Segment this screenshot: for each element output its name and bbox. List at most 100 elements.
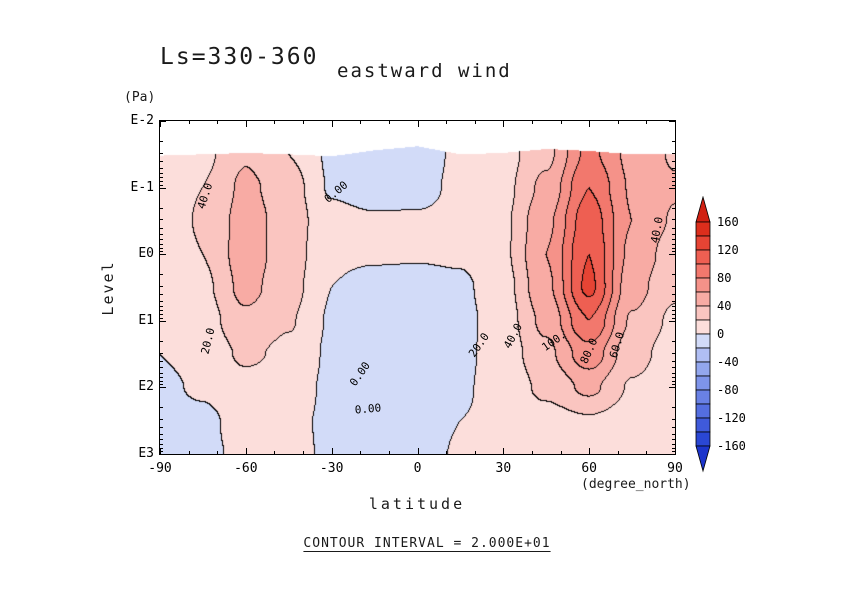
y-minor-tick bbox=[672, 234, 675, 235]
colorbar bbox=[695, 195, 711, 477]
x-minor-tick bbox=[274, 451, 275, 454]
y-minor-tick bbox=[672, 407, 675, 408]
y-minor-tick bbox=[672, 310, 675, 311]
x-major-tick bbox=[332, 121, 333, 127]
y-minor-tick bbox=[160, 141, 163, 142]
y-minor-tick bbox=[672, 427, 675, 428]
y-axis-unit: (Pa) bbox=[124, 90, 156, 105]
x-axis-unit: (degree_north) bbox=[581, 477, 691, 492]
y-major-tick bbox=[160, 321, 166, 322]
y-minor-tick bbox=[672, 377, 675, 378]
x-minor-tick bbox=[217, 121, 218, 124]
y-minor-tick bbox=[160, 185, 163, 186]
x-major-tick bbox=[503, 448, 504, 454]
y-minor-tick bbox=[672, 251, 675, 252]
y-minor-tick bbox=[672, 451, 675, 452]
y-minor-tick bbox=[160, 239, 163, 240]
y-minor-tick bbox=[672, 434, 675, 435]
x-minor-tick bbox=[532, 121, 533, 124]
x-tick-label: -30 bbox=[319, 461, 344, 476]
colorbar-tick-label: 40 bbox=[717, 299, 732, 313]
y-minor-tick bbox=[160, 310, 163, 311]
y-minor-tick bbox=[672, 153, 675, 154]
contour-canvas bbox=[160, 121, 675, 454]
y-minor-tick bbox=[672, 141, 675, 142]
y-major-tick bbox=[160, 121, 166, 122]
y-minor-tick bbox=[160, 306, 163, 307]
colorbar-tick-label: 80 bbox=[717, 271, 732, 285]
x-major-tick bbox=[332, 448, 333, 454]
y-minor-tick bbox=[160, 341, 163, 342]
x-minor-tick bbox=[189, 121, 190, 124]
y-minor-tick bbox=[160, 451, 163, 452]
y-major-tick bbox=[669, 188, 675, 189]
y-minor-tick bbox=[160, 208, 163, 209]
x-minor-tick bbox=[217, 451, 218, 454]
x-minor-tick bbox=[646, 451, 647, 454]
y-minor-tick bbox=[160, 153, 163, 154]
y-minor-tick bbox=[672, 208, 675, 209]
y-minor-tick bbox=[160, 419, 163, 420]
x-minor-tick bbox=[475, 121, 476, 124]
y-minor-tick bbox=[672, 444, 675, 445]
colorbar-tick-label: -120 bbox=[717, 411, 746, 425]
y-minor-tick bbox=[160, 448, 163, 449]
x-tick-label: -60 bbox=[234, 461, 258, 476]
y-minor-tick bbox=[672, 239, 675, 240]
y-minor-tick bbox=[672, 173, 675, 174]
y-major-tick bbox=[669, 387, 675, 388]
y-minor-tick bbox=[160, 294, 163, 295]
y-minor-tick bbox=[160, 219, 163, 220]
colorbar-tick-label: 0 bbox=[717, 327, 725, 341]
colorbar-scale bbox=[695, 195, 711, 473]
y-minor-tick bbox=[160, 251, 163, 252]
x-major-tick bbox=[589, 121, 590, 127]
y-major-tick bbox=[160, 454, 166, 455]
y-minor-tick bbox=[160, 439, 163, 440]
x-tick-label: -90 bbox=[148, 461, 172, 476]
x-minor-tick bbox=[274, 121, 275, 124]
y-minor-tick bbox=[672, 318, 675, 319]
x-major-tick bbox=[418, 448, 419, 454]
x-tick-label: 90 bbox=[667, 461, 683, 476]
y-minor-tick bbox=[672, 301, 675, 302]
y-minor-tick bbox=[672, 219, 675, 220]
y-minor-tick bbox=[160, 353, 163, 354]
y-minor-tick bbox=[160, 173, 163, 174]
plot-title: Ls=330-360 bbox=[160, 44, 319, 70]
y-minor-tick bbox=[672, 448, 675, 449]
y-major-tick bbox=[160, 387, 166, 388]
y-minor-tick bbox=[672, 161, 675, 162]
x-minor-tick bbox=[189, 451, 190, 454]
y-tick-label: E1 bbox=[138, 312, 154, 328]
x-minor-tick bbox=[475, 451, 476, 454]
x-tick-label: 30 bbox=[495, 461, 512, 476]
y-minor-tick bbox=[672, 168, 675, 169]
y-minor-tick bbox=[672, 177, 675, 178]
y-minor-tick bbox=[672, 228, 675, 229]
y-minor-tick bbox=[160, 427, 163, 428]
y-minor-tick bbox=[672, 419, 675, 420]
x-minor-tick bbox=[618, 451, 619, 454]
y-minor-tick bbox=[160, 381, 163, 382]
colorbar-tick-label: 160 bbox=[717, 215, 739, 229]
x-minor-tick bbox=[618, 121, 619, 124]
y-minor-tick bbox=[160, 407, 163, 408]
colorbar-tick-label: -160 bbox=[717, 439, 746, 453]
x-minor-tick bbox=[360, 121, 361, 124]
y-minor-tick bbox=[672, 244, 675, 245]
x-minor-tick bbox=[389, 121, 390, 124]
y-minor-tick bbox=[672, 439, 675, 440]
y-minor-tick bbox=[672, 286, 675, 287]
x-major-tick bbox=[246, 121, 247, 127]
colorbar-tick-label: -80 bbox=[717, 383, 739, 397]
y-minor-tick bbox=[672, 384, 675, 385]
y-minor-tick bbox=[672, 274, 675, 275]
y-minor-tick bbox=[672, 381, 675, 382]
y-minor-tick bbox=[672, 306, 675, 307]
y-minor-tick bbox=[160, 318, 163, 319]
y-minor-tick bbox=[672, 367, 675, 368]
x-minor-tick bbox=[532, 451, 533, 454]
y-minor-tick bbox=[160, 274, 163, 275]
y-minor-tick bbox=[672, 181, 675, 182]
